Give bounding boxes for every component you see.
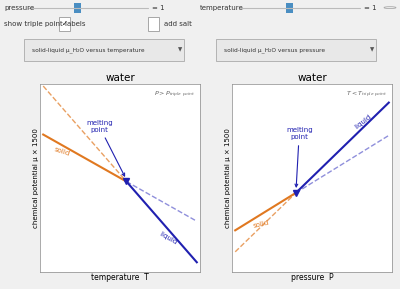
FancyBboxPatch shape xyxy=(59,16,70,31)
Circle shape xyxy=(384,7,396,9)
FancyBboxPatch shape xyxy=(24,39,184,61)
Text: = 1: = 1 xyxy=(364,5,377,11)
Text: solid: solid xyxy=(54,146,71,157)
Text: solid-liquid μ_H₂O versus pressure: solid-liquid μ_H₂O versus pressure xyxy=(224,47,325,53)
Bar xyxy=(74,3,81,13)
Y-axis label: chemical potential μ × 1500: chemical potential μ × 1500 xyxy=(225,128,231,228)
Text: ✓: ✓ xyxy=(62,21,68,27)
Text: $P > P_{\mathit{triple\ point}}$: $P > P_{\mathit{triple\ point}}$ xyxy=(154,90,195,100)
Bar xyxy=(286,3,293,13)
FancyBboxPatch shape xyxy=(148,16,159,31)
Text: melting
point: melting point xyxy=(86,120,124,176)
Text: pressure: pressure xyxy=(4,5,34,11)
Text: liquid: liquid xyxy=(158,230,178,245)
Text: solid: solid xyxy=(252,220,269,229)
Text: liquid: liquid xyxy=(354,113,373,130)
Title: water: water xyxy=(105,73,135,83)
Text: temperature: temperature xyxy=(200,5,244,11)
X-axis label: pressure  P: pressure P xyxy=(291,273,333,282)
Text: $T < T_{\mathit{triple\ point}}$: $T < T_{\mathit{triple\ point}}$ xyxy=(346,90,387,100)
Y-axis label: chemical potential μ × 1500: chemical potential μ × 1500 xyxy=(33,128,39,228)
Text: ▼: ▼ xyxy=(178,48,182,53)
Text: add salt: add salt xyxy=(164,21,192,27)
Text: solid-liquid μ_H₂O versus temperature: solid-liquid μ_H₂O versus temperature xyxy=(32,47,145,53)
Text: melting
point: melting point xyxy=(286,127,312,187)
X-axis label: temperature  T: temperature T xyxy=(91,273,149,282)
Text: ▼: ▼ xyxy=(370,48,374,53)
Text: show triple point labels: show triple point labels xyxy=(4,21,86,27)
Text: = 1: = 1 xyxy=(152,5,165,11)
Title: water: water xyxy=(297,73,327,83)
FancyBboxPatch shape xyxy=(216,39,376,61)
